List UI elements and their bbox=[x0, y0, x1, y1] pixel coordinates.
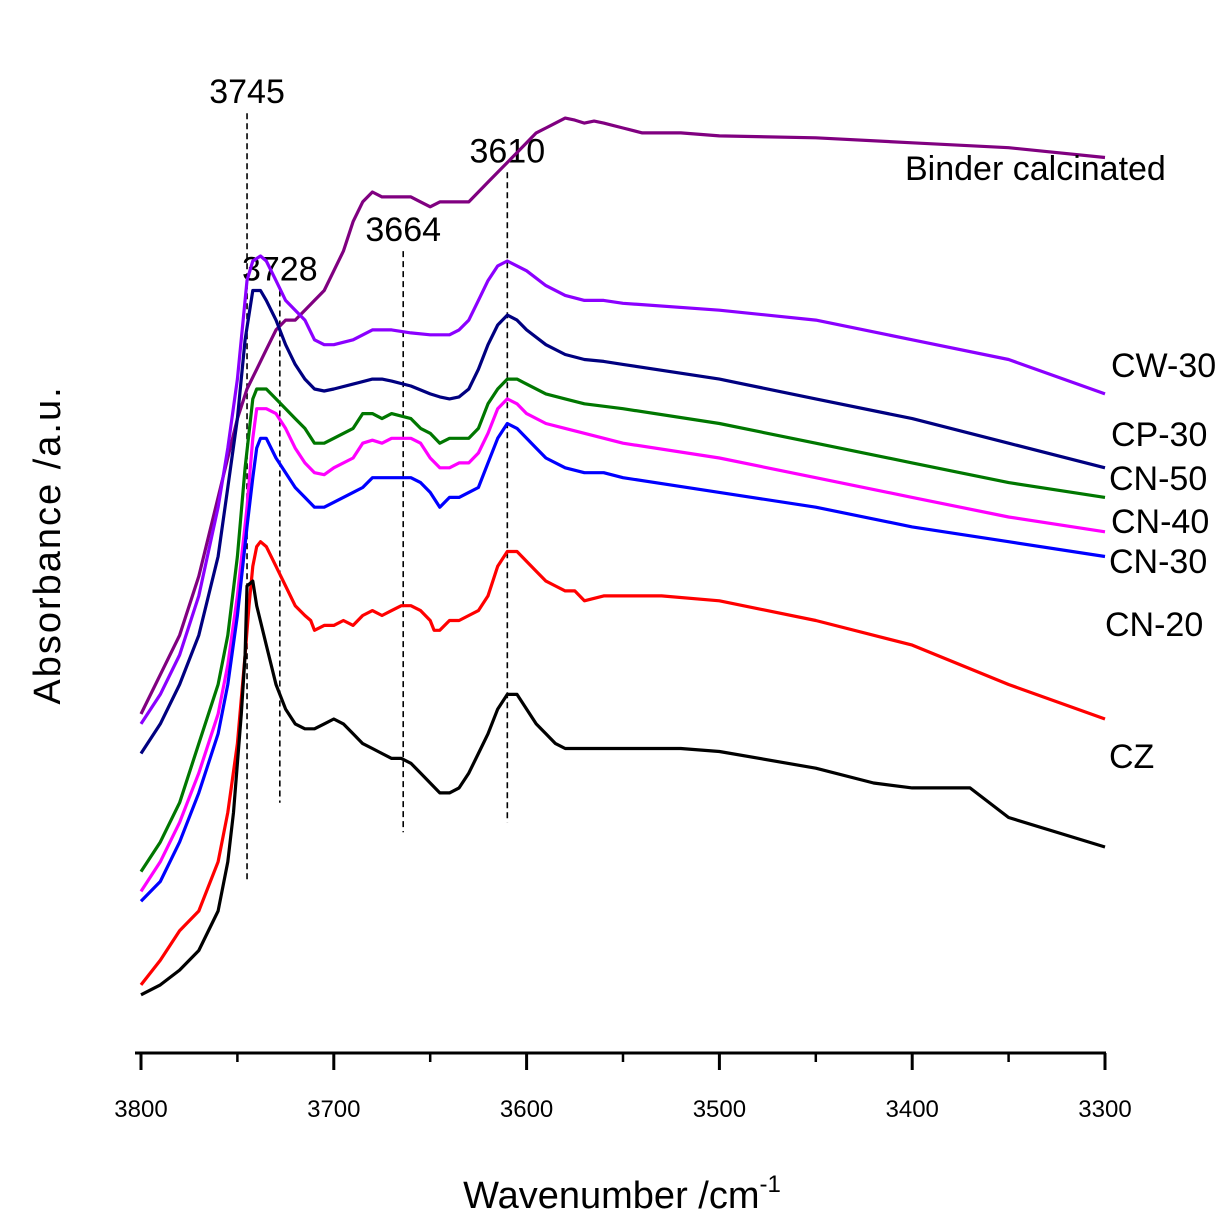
curve-labels: Binder calcinatedCW-30CP-30CN-50CN-40CN-… bbox=[905, 150, 1216, 776]
curve-cn-20 bbox=[139, 540, 1106, 986]
curve-cn-30 bbox=[139, 421, 1106, 903]
curve-cw-30 bbox=[139, 254, 1106, 725]
label-cp-30: CP-30 bbox=[1111, 416, 1207, 454]
tick-label-3500: 3500 bbox=[693, 1096, 746, 1123]
curve-cz bbox=[140, 579, 1106, 997]
x-axis-title-sup: -1 bbox=[760, 1171, 781, 1198]
curve-binder-calcinated bbox=[139, 116, 1106, 715]
curve-cp-30 bbox=[139, 288, 1106, 755]
label-cz: CZ bbox=[1109, 738, 1154, 776]
label-cn-40: CN-40 bbox=[1111, 503, 1209, 541]
curve-cn-40 bbox=[139, 397, 1106, 893]
label-cn-30: CN-30 bbox=[1109, 543, 1207, 581]
curve-cn-50 bbox=[139, 377, 1106, 873]
x-ticks: 3800 3700 3600 3500 3400 3300 bbox=[114, 1053, 1132, 1123]
tick-label-3400: 3400 bbox=[886, 1096, 939, 1123]
tick-label-3600: 3600 bbox=[500, 1096, 553, 1123]
x-axis-title: Wavenumber /cm-1 bbox=[463, 1171, 781, 1217]
label-cn-50: CN-50 bbox=[1109, 460, 1207, 498]
label-binder-calcinated: Binder calcinated bbox=[905, 150, 1166, 188]
y-axis-title: Absorbance /a.u. bbox=[27, 385, 69, 704]
tick-label-3300: 3300 bbox=[1078, 1096, 1131, 1123]
label-cw-30: CW-30 bbox=[1111, 347, 1216, 385]
peak-label-3728: 3728 bbox=[242, 251, 318, 289]
tick-label-3800: 3800 bbox=[114, 1096, 167, 1123]
label-cn-20: CN-20 bbox=[1105, 606, 1203, 644]
peak-label-3664: 3664 bbox=[365, 211, 441, 249]
x-axis-title-main: Wavenumber /cm bbox=[463, 1175, 759, 1217]
peak-label-3745: 3745 bbox=[209, 73, 285, 111]
tick-label-3700: 3700 bbox=[307, 1096, 360, 1123]
spectra-curves bbox=[139, 116, 1106, 997]
